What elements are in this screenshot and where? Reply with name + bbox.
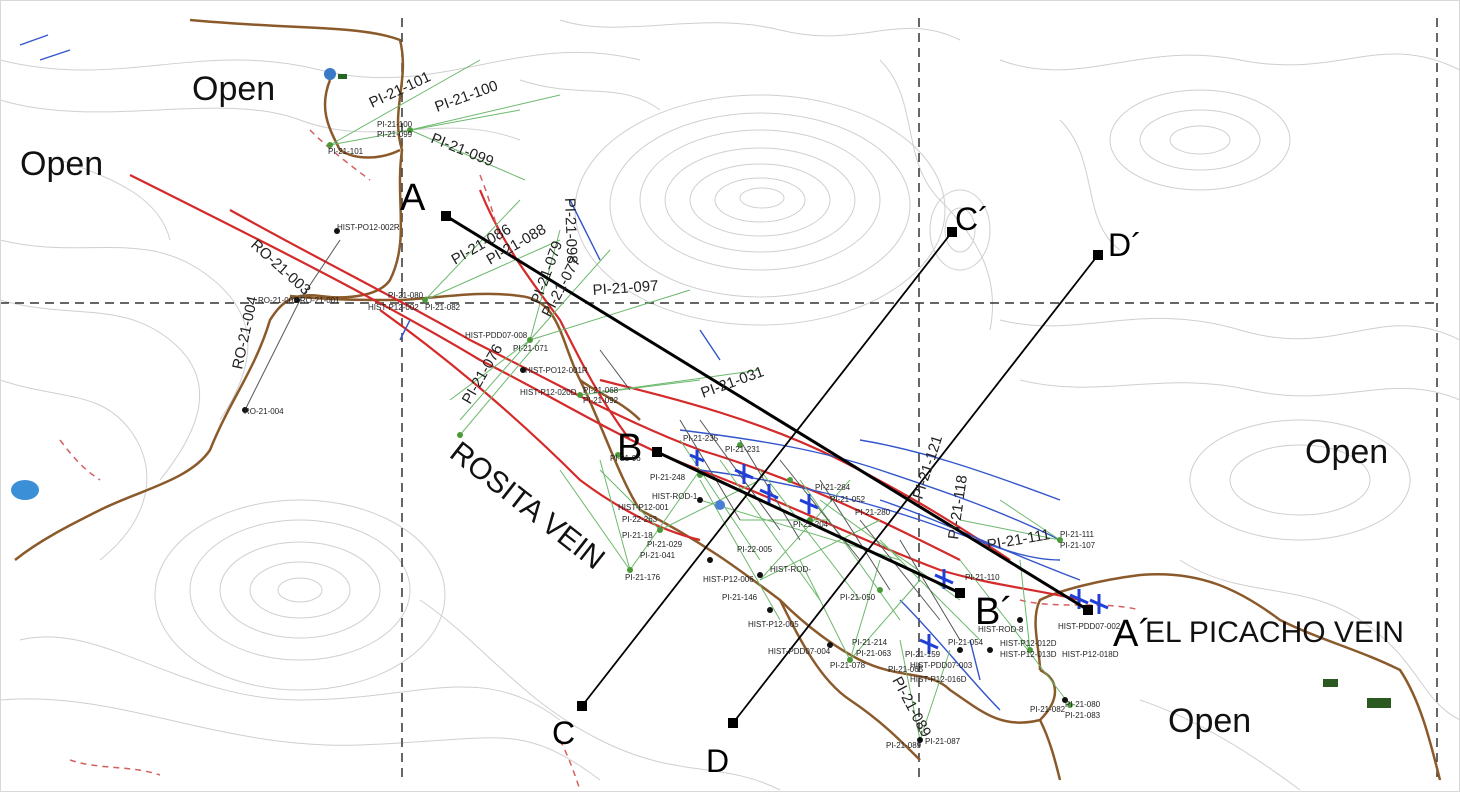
topographic-contours (0, 19, 1460, 791)
drill-label-small: PI-21-101 (328, 147, 364, 156)
drill-label-small: PI-21-111 (1060, 530, 1094, 539)
map-features (11, 68, 1391, 708)
drill-label-small: HIST-P12-002 (368, 303, 419, 312)
section-line-a (445, 214, 1089, 612)
drill-label-small: PI-21-107 (1060, 541, 1096, 550)
drill-label-small: HIST-P12-013D (1000, 650, 1057, 659)
drill-label: RO-21-003 (247, 236, 314, 298)
drill-label-small: PI-21-284 (815, 483, 851, 492)
drill-label-small: HIST-P12-020D (520, 388, 577, 397)
drill-label-small: HIST-PDD07-003 (910, 661, 973, 670)
drill-label-small: PI-21-159 (905, 650, 941, 659)
drill-label-small: RO-21-001 (300, 296, 340, 305)
drill-label-small: PI-21-052 (830, 495, 866, 504)
grid-lines (0, 18, 1440, 780)
drill-label-small: PI-21-214 (852, 638, 888, 647)
drill-label-small: RO-21-002 (258, 296, 298, 305)
drill-label-small: PI-21-110 (965, 573, 1000, 582)
drill-label: PI-21-111 (986, 526, 1052, 554)
drill-label-small: PI-21-082 (425, 303, 461, 312)
drill-label-small: PI-21-078 (830, 661, 866, 670)
drill-label-small: PI-21-029 (647, 540, 683, 549)
drill-collars-green (327, 127, 1073, 708)
drill-label: PI-21-099 (429, 130, 496, 170)
section-endpoints (441, 211, 1103, 728)
drill-label-small: PI-21-080 (1065, 700, 1101, 709)
drill-label-small: PI-21-280 (855, 508, 891, 517)
drill-label-small: PI-21-18 (622, 531, 653, 540)
drill-label-small: PI-21-063 (856, 649, 892, 658)
drill-label: PI-21-118 (945, 474, 971, 541)
drill-label-small: PI-21-054 (948, 638, 984, 647)
drill-label-small: HIST-ROD-1 (652, 492, 698, 501)
drill-labels-small: PI-21-100 PI-21-099 PI-21-101 HIST-PO12-… (244, 120, 1121, 750)
drill-label-small: RO-21-004 (244, 407, 284, 416)
drill-label-small: PI-21-06 (610, 454, 641, 463)
drill-label-small: PI-21-099 (377, 130, 413, 139)
drill-label-small: PI-21-041 (640, 551, 676, 560)
drill-label: RO-21-004 (229, 295, 261, 371)
drill-label-small: HIST-PO12-002R (337, 223, 400, 232)
drill-label-small: PI-21-235 (683, 434, 719, 443)
drill-label-small: PI-21-089 (886, 741, 922, 750)
open-label-east: Open (1305, 433, 1388, 471)
drill-label-small: HIST-PO12-001R (525, 366, 588, 375)
section-line-d (732, 254, 1099, 724)
drill-collars-black (242, 228, 1068, 743)
section-b-end-label: B´ (975, 591, 1013, 633)
section-line-b (656, 450, 961, 595)
section-a-end-label: A´ (1113, 613, 1151, 655)
roads (14, 18, 1442, 781)
open-label-west: Open (20, 145, 103, 183)
drill-label-small: PI-21-204 (793, 520, 829, 529)
section-b-start-label: B (617, 427, 642, 469)
section-a-start-label: A (400, 177, 426, 219)
el-picacho-vein-label: EL PICACHO VEIN (1145, 616, 1404, 649)
drill-label-small: PI-21-068 (583, 386, 619, 395)
drill-label-small: PI-21-231 (725, 445, 761, 454)
drill-label-small: HIST-PDD07-004 (768, 647, 831, 656)
drill-label: PI-21-100 (433, 77, 501, 116)
section-d-start-label: D (706, 743, 729, 779)
drill-label-small: PI-21-050 (840, 593, 876, 602)
section-c-start-label: C (552, 715, 575, 751)
drill-label-small: HIST-P12-005 (748, 620, 799, 629)
drill-label-small: PI-21-248 (650, 473, 686, 482)
drill-label-small: HIST-P12-001 (618, 503, 669, 512)
drill-label-small: HIST-PDD07-008 (465, 331, 528, 340)
drill-label-small: HIST-P12-012D (1000, 639, 1057, 648)
drill-label-small: PI-21-082 (1030, 705, 1066, 714)
drill-label-small: HIST-PDD07-002 (1058, 622, 1121, 631)
open-label-southeast: Open (1168, 702, 1251, 740)
drill-label-small: PI-21-071 (513, 344, 549, 353)
drill-label: PI-21-097 (592, 277, 659, 299)
drill-label-small: PI-21-080 (388, 291, 424, 300)
drill-label-small: PI-21-176 (625, 573, 661, 582)
drill-label-small: HIST-P12-006 (703, 575, 754, 584)
drill-label-small: PI-21-146 (722, 593, 758, 602)
drill-label-small: PI-21-065 (888, 665, 924, 674)
drill-label-small: HIST-ROD- (770, 565, 811, 574)
blue-structures (19, 34, 1081, 711)
blue-collar-symbols (689, 450, 1109, 654)
section-c-end-label: C´ (955, 201, 989, 237)
drill-label-small: HIST-P12-016D (910, 675, 967, 684)
section-line-c (581, 231, 953, 707)
drill-label: PI-21-031 (699, 363, 767, 402)
drill-label-small: PI-22-263 (622, 515, 658, 524)
drill-label-small: PI-22-005 (737, 545, 773, 554)
open-label-northwest: Open (192, 70, 275, 108)
drill-label-small: PI-21-100 (377, 120, 413, 129)
drill-label-small: PI-21-092 (583, 396, 619, 405)
drill-label-small: HIST-ROD-8 (978, 625, 1024, 634)
drill-label-small: PI-21-087 (925, 737, 961, 746)
section-lines-thin (581, 231, 1099, 724)
section-lines (445, 214, 1089, 612)
drill-label: PI-21-098 (561, 198, 580, 264)
drill-label-small: PI-21-083 (1065, 711, 1101, 720)
drill-label-small: HIST-P12-018D (1062, 650, 1119, 659)
section-d-end-label: D´ (1108, 227, 1142, 263)
